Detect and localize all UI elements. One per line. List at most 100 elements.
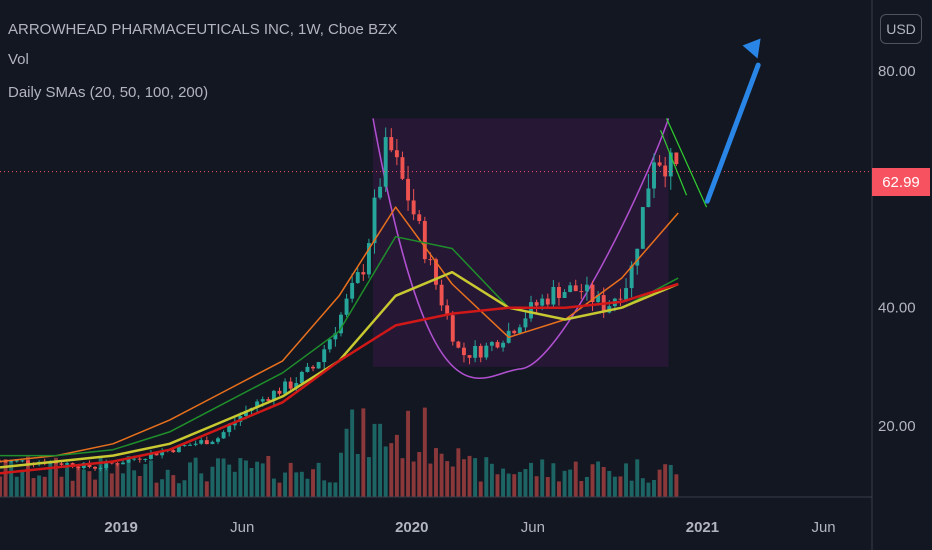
chart-title: ARROWHEAD PHARMACEUTICALS INC, 1W, Cboe … (8, 21, 398, 38)
volume-bar-3 (14, 476, 19, 497)
candle-body-23 (126, 459, 131, 463)
candle-body-52 (288, 381, 293, 389)
candle-body-61 (339, 314, 343, 334)
volume-bar-78 (434, 448, 438, 497)
volume-bar-0 (0, 476, 2, 497)
volume-bar-89 (495, 474, 500, 497)
volume-bar-27 (148, 460, 153, 497)
volume-bar-102 (568, 469, 573, 497)
volume-bar-77 (428, 463, 433, 497)
volume-bar-29 (160, 479, 165, 497)
volume-bar-76 (422, 407, 427, 497)
volume-bar-82 (456, 448, 461, 497)
candle-body-113 (629, 265, 634, 289)
candle-body-50 (277, 390, 282, 394)
volume-bar-118 (657, 469, 662, 497)
volume-bar-5 (25, 456, 30, 497)
volume-bar-60 (333, 482, 338, 497)
price-axis-label-0: 20.00 (878, 418, 916, 435)
candle-body-75 (417, 214, 422, 222)
volume-bar-73 (406, 410, 411, 497)
time-axis-label-4: 2021 (686, 519, 719, 536)
volume-bar-66 (366, 457, 371, 497)
candle-body-120 (668, 152, 673, 177)
volume-bar-120 (668, 464, 673, 497)
candle-body-25 (137, 458, 142, 460)
volume-bar-72 (400, 458, 405, 497)
volume-bar-36 (199, 473, 204, 497)
candle-body-66 (366, 243, 371, 275)
projection-arrow-head (742, 38, 761, 59)
candle-body-100 (557, 287, 561, 298)
candle-body-4 (20, 460, 25, 462)
volume-bar-7 (37, 475, 42, 497)
volume-bar-79 (439, 453, 444, 497)
volume-bar-15 (81, 469, 86, 497)
volume-bar-62 (344, 428, 349, 497)
candle-body-85 (473, 345, 478, 358)
candle-body-74 (411, 200, 416, 215)
volume-bar-18 (98, 456, 103, 497)
volume-bar-56 (311, 469, 315, 497)
candle-body-48 (266, 399, 271, 401)
volume-bar-107 (596, 461, 601, 497)
candle-body-102 (568, 285, 573, 293)
trendline-lower (659, 129, 688, 196)
volume-bar-92 (512, 474, 517, 497)
candle-body-20 (109, 462, 114, 464)
volume-bar-35 (193, 457, 198, 497)
volume-bar-81 (450, 466, 455, 497)
volume-bar-17 (93, 479, 97, 497)
candle-body-40 (221, 432, 226, 439)
candle-body-112 (624, 288, 629, 300)
price-axis-label-3: 80.00 (878, 63, 916, 80)
volume-bar-67 (372, 423, 377, 497)
candle-body-111 (618, 298, 623, 300)
candle-body-89 (495, 342, 500, 348)
volume-bar-55 (305, 478, 310, 497)
currency-button[interactable]: USD (880, 14, 922, 44)
candles (0, 127, 679, 472)
volume-bar-19 (104, 465, 109, 497)
volume-bar-53 (294, 472, 299, 497)
volume-bar-40 (221, 458, 226, 497)
volume-bar-11 (59, 476, 64, 497)
volume-bar-16 (87, 471, 92, 497)
volume-bar-115 (640, 478, 645, 497)
annotations (0, 38, 872, 208)
volume-bar-70 (389, 443, 394, 497)
candle-body-83 (461, 347, 466, 356)
candle-body-39 (216, 438, 220, 442)
volume-bar-48 (266, 456, 271, 497)
candle-body-73 (406, 178, 411, 201)
volume-bar-111 (618, 476, 623, 497)
sma-lines (0, 206, 679, 475)
volume-bar-71 (394, 434, 399, 497)
candle-body-24 (132, 458, 137, 460)
sma-line-4 (0, 282, 679, 475)
candle-body-88 (489, 342, 494, 346)
candle-body-55 (305, 366, 310, 372)
volume-bar-121 (674, 474, 679, 497)
volume-bar-8 (42, 476, 47, 497)
volume-bar-2 (9, 461, 14, 497)
candle-body-17 (93, 466, 97, 469)
volume-bar-6 (31, 478, 36, 497)
candle-body-46 (255, 401, 260, 408)
candle-body-105 (584, 284, 589, 292)
candle-body-70 (389, 137, 394, 151)
candle-body-92 (512, 330, 517, 334)
volume-bar-97 (540, 459, 545, 497)
candle-body-29 (160, 451, 165, 456)
sma-indicator-label[interactable]: Daily SMAs (20, 50, 100, 200) (8, 84, 209, 101)
candle-body-58 (322, 349, 327, 363)
candle-body-72 (400, 157, 405, 179)
volume-indicator-label[interactable]: Vol (8, 51, 29, 68)
candle-body-96 (534, 302, 539, 306)
volume-bar-42 (232, 471, 237, 497)
volume-bar-117 (652, 479, 656, 497)
volume-bar-63 (350, 409, 355, 497)
candle-body-51 (283, 381, 288, 394)
volume-bar-105 (584, 476, 589, 497)
